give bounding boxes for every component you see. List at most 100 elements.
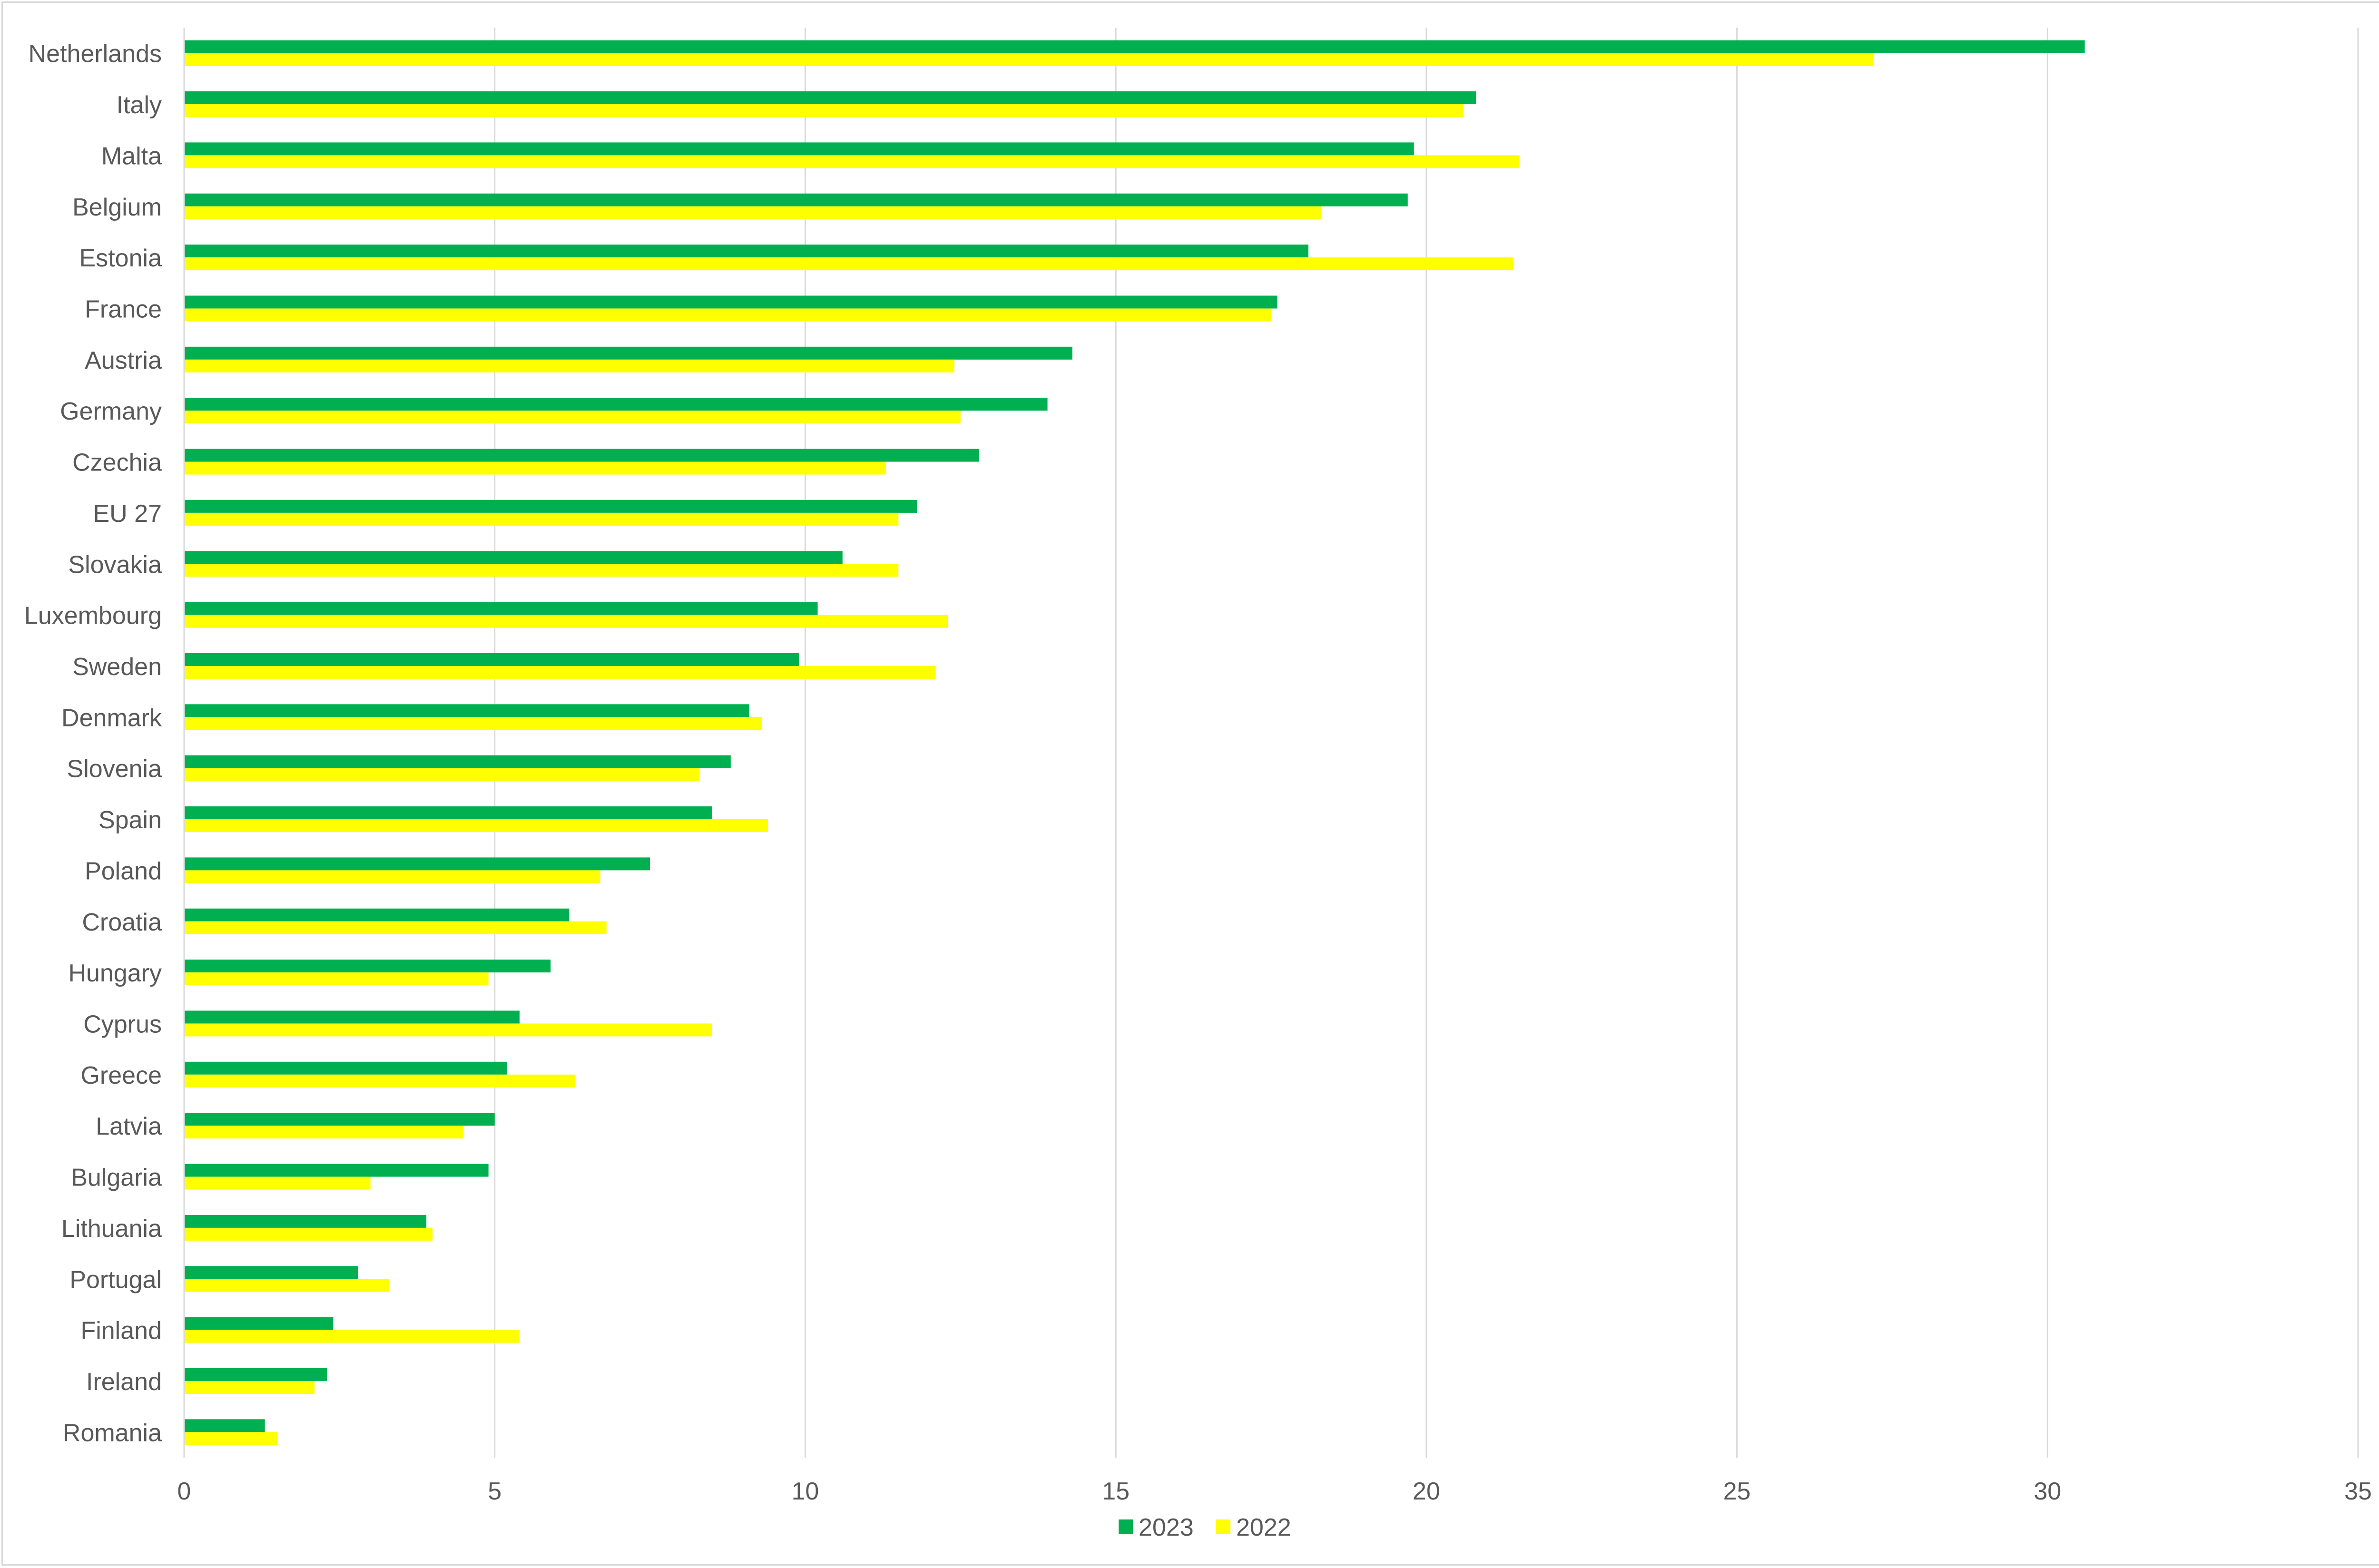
bar-2022 xyxy=(184,512,899,526)
bar-2023 xyxy=(184,193,1408,206)
bar-2022 xyxy=(184,1381,315,1394)
legend: 2023 2022 xyxy=(1119,1514,1291,1541)
bars xyxy=(184,40,2085,1445)
bar-2023 xyxy=(184,1215,427,1228)
bar-2023 xyxy=(184,1317,334,1330)
x-tick-label: 20 xyxy=(1413,1478,1440,1505)
bar-chart: Netherlands Italy Malta Belgium Estonia Franc… xyxy=(24,28,2372,1541)
category-label: Bulgaria xyxy=(71,1164,162,1192)
bar-2023 xyxy=(184,1368,327,1381)
legend-label-2022: 2022 xyxy=(1236,1514,1291,1541)
bar-2023 xyxy=(184,245,1308,258)
bar-2023 xyxy=(184,960,551,973)
category-labels: Netherlands Italy Malta Belgium Estonia Franc… xyxy=(24,40,162,1447)
legend-label-2023: 2023 xyxy=(1139,1514,1194,1541)
category-label: Sweden xyxy=(72,653,162,681)
bar-2023 xyxy=(184,653,799,666)
category-label: Germany xyxy=(60,398,162,425)
category-label: Hungary xyxy=(68,960,162,987)
category-label: Czechia xyxy=(72,449,162,477)
bar-2022 xyxy=(184,666,936,679)
bar-2022 xyxy=(184,206,1321,219)
category-label: Netherlands xyxy=(29,40,162,68)
category-label: EU 27 xyxy=(93,500,162,528)
x-tick-label: 10 xyxy=(792,1478,819,1505)
category-label: Greece xyxy=(80,1062,162,1089)
bar-2023 xyxy=(184,500,917,513)
bar-2023 xyxy=(184,346,1072,360)
bar-2022 xyxy=(184,972,489,986)
category-label: Estonia xyxy=(79,245,162,272)
bar-2023 xyxy=(184,704,749,717)
bar-2023 xyxy=(184,1113,495,1126)
category-label: Latvia xyxy=(96,1113,162,1140)
bar-2022 xyxy=(184,1432,277,1445)
bar-2022 xyxy=(184,870,600,883)
x-tick-labels: 0 5 10 15 20 25 30 35 xyxy=(177,1478,2372,1505)
bar-2022 xyxy=(184,1074,576,1088)
category-label: Croatia xyxy=(82,909,162,936)
bar-2023 xyxy=(184,1010,520,1024)
category-label: Portugal xyxy=(69,1266,162,1294)
bar-2023 xyxy=(184,806,712,820)
x-tick-label: 0 xyxy=(177,1478,191,1505)
bar-2023 xyxy=(184,908,570,921)
bar-2023 xyxy=(184,295,1278,309)
category-label: Slovenia xyxy=(67,755,162,783)
bar-2023 xyxy=(184,1419,265,1432)
bar-2022 xyxy=(184,155,1520,168)
bar-2023 xyxy=(184,40,2085,53)
bar-2022 xyxy=(184,53,1874,66)
bar-2022 xyxy=(184,921,607,934)
category-label: Ireland xyxy=(86,1368,162,1396)
category-label: Malta xyxy=(101,142,162,170)
bar-2022 xyxy=(184,359,954,372)
category-label: Slovakia xyxy=(68,551,162,578)
bar-2022 xyxy=(184,1279,389,1292)
x-tick-label: 25 xyxy=(1723,1478,1751,1505)
gridlines xyxy=(494,28,2359,1458)
category-label: Finland xyxy=(80,1317,162,1345)
bar-2023 xyxy=(184,398,1048,411)
bar-2022 xyxy=(184,461,886,475)
bar-2022 xyxy=(184,564,899,577)
bar-2023 xyxy=(184,449,979,462)
bar-2022 xyxy=(184,1176,371,1190)
category-label: Lithuania xyxy=(61,1215,162,1243)
bar-2022 xyxy=(184,257,1514,271)
legend-swatch-2022 xyxy=(1216,1519,1230,1534)
bar-2022 xyxy=(184,1227,433,1241)
category-label: France xyxy=(85,295,162,323)
bar-2023 xyxy=(184,142,1414,156)
bar-2023 xyxy=(184,551,843,564)
category-label: Spain xyxy=(98,806,162,834)
bar-2023 xyxy=(184,1266,358,1279)
bar-2023 xyxy=(184,91,1476,105)
bar-2022 xyxy=(184,1330,520,1343)
bar-2022 xyxy=(184,717,762,730)
category-label: Denmark xyxy=(61,704,162,732)
bar-2022 xyxy=(184,615,948,628)
bar-2022 xyxy=(184,768,700,781)
category-label: Poland xyxy=(85,857,162,885)
category-label: Cyprus xyxy=(83,1010,162,1038)
category-label: Austria xyxy=(85,347,162,374)
legend-swatch-2023 xyxy=(1119,1519,1133,1534)
bar-2023 xyxy=(184,755,731,768)
bar-2022 xyxy=(184,308,1271,322)
bar-2022 xyxy=(184,104,1464,118)
category-label: Italy xyxy=(117,91,162,119)
category-label: Belgium xyxy=(72,194,162,221)
category-label: Romania xyxy=(63,1419,162,1447)
bar-2022 xyxy=(184,1023,712,1037)
bar-2023 xyxy=(184,857,650,871)
x-tick-label: 30 xyxy=(2034,1478,2061,1505)
x-tick-label: 35 xyxy=(2344,1478,2372,1505)
bar-2023 xyxy=(184,1061,507,1075)
x-tick-label: 15 xyxy=(1102,1478,1130,1505)
bar-2022 xyxy=(184,819,768,833)
bar-2022 xyxy=(184,411,961,424)
bar-2023 xyxy=(184,1164,489,1177)
bar-2022 xyxy=(184,1126,464,1139)
